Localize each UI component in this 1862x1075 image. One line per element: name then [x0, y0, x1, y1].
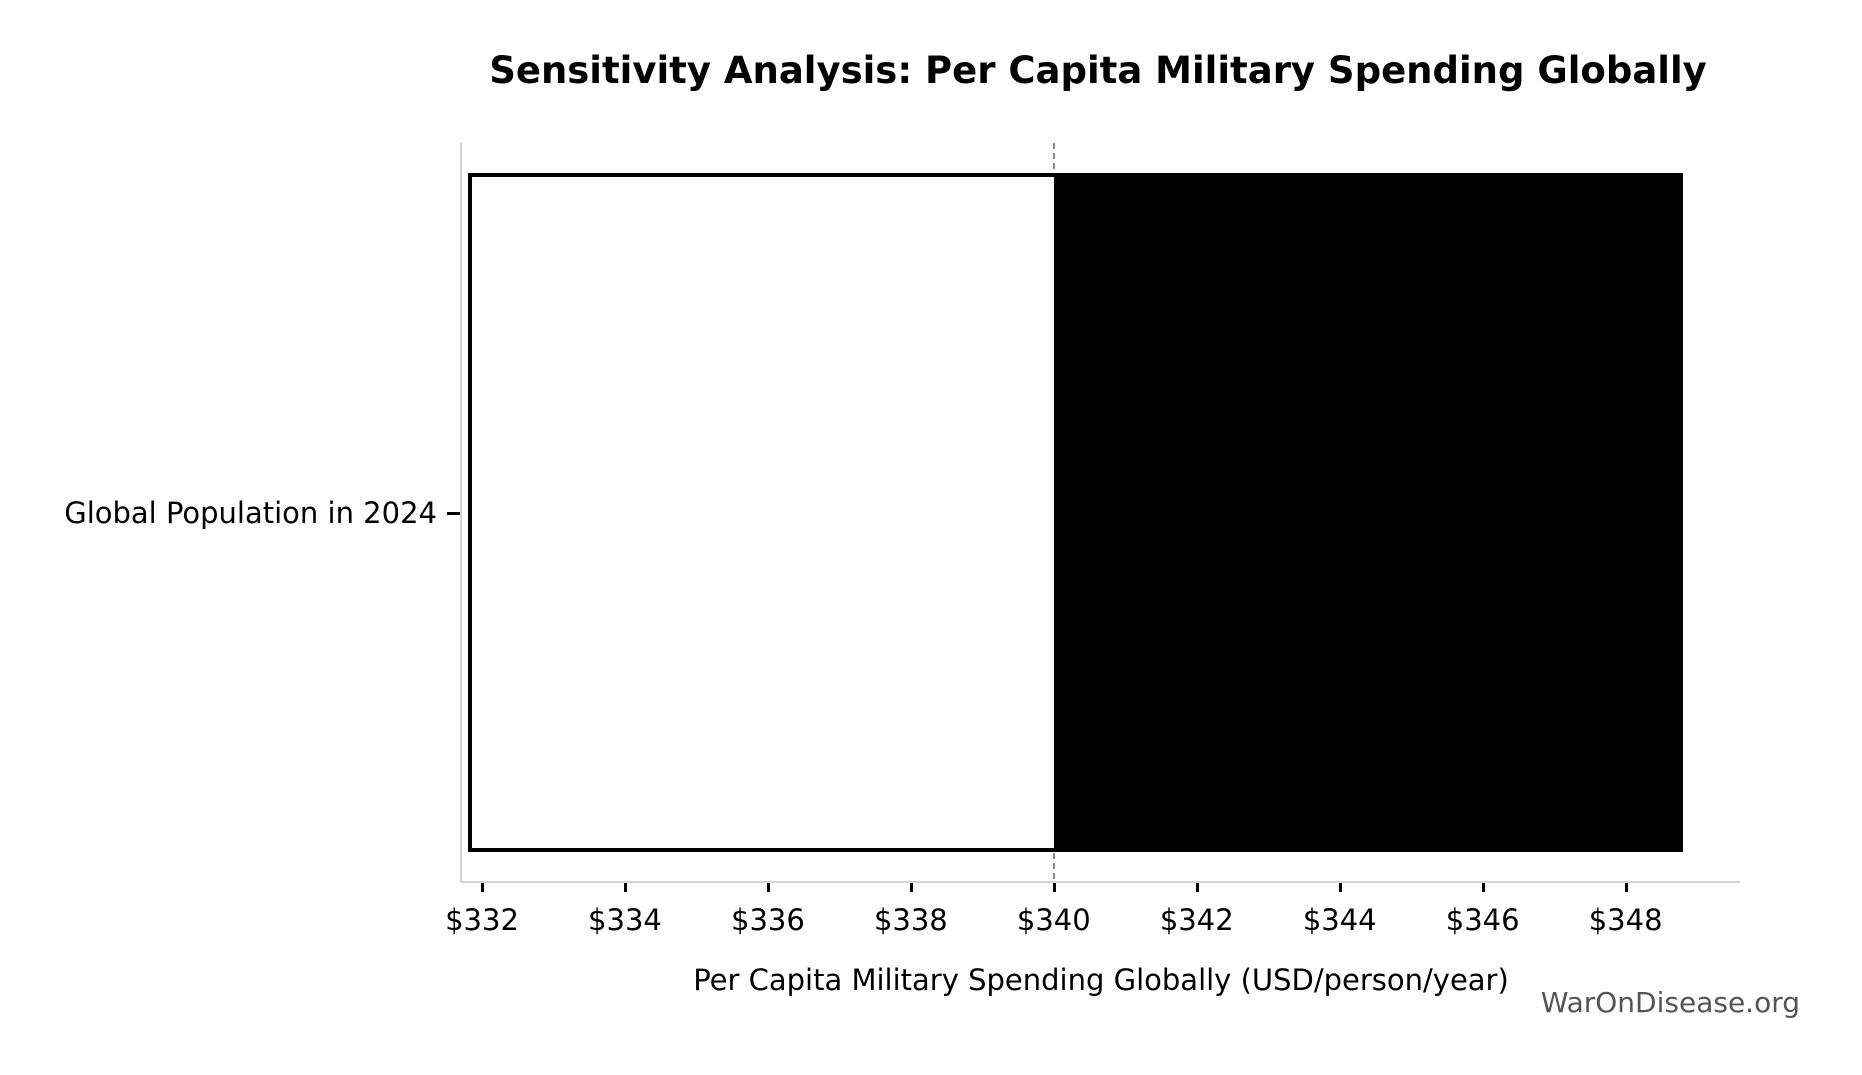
- tornado-bar: [467, 173, 1683, 852]
- bar-high-segment: [1053, 173, 1683, 852]
- x-tick-mark: [623, 883, 627, 892]
- x-tick-mark: [1052, 883, 1056, 892]
- chart-title: Sensitivity Analysis: Per Capita Militar…: [489, 49, 1707, 92]
- plot-area: [460, 143, 1740, 883]
- x-tick-label: $348: [1588, 903, 1663, 937]
- x-tick-mark: [1624, 883, 1628, 892]
- x-tick-label: $346: [1445, 903, 1520, 937]
- x-tick-mark: [1338, 883, 1342, 892]
- x-tick-mark: [481, 883, 484, 892]
- x-tick-mark: [766, 883, 770, 892]
- x-tick-label: $338: [873, 903, 948, 937]
- x-tick-mark: [1481, 883, 1485, 892]
- x-tick-label: $332: [445, 903, 519, 937]
- x-tick-label: $334: [588, 903, 662, 937]
- watermark: WarOnDisease.org: [1540, 986, 1800, 1019]
- x-tick-label: $340: [1016, 903, 1091, 937]
- x-tick-mark: [1195, 883, 1199, 892]
- x-tick-mark: [909, 883, 913, 892]
- y-axis-category-label: Global Population in 2024: [64, 496, 437, 530]
- x-tick-label: $342: [1159, 903, 1234, 937]
- y-axis-tick-mark: [447, 512, 461, 515]
- x-tick-label: $336: [731, 903, 805, 937]
- x-axis-label: Per Capita Military Spending Globally (U…: [693, 963, 1509, 997]
- x-tick-label: $344: [1302, 903, 1377, 937]
